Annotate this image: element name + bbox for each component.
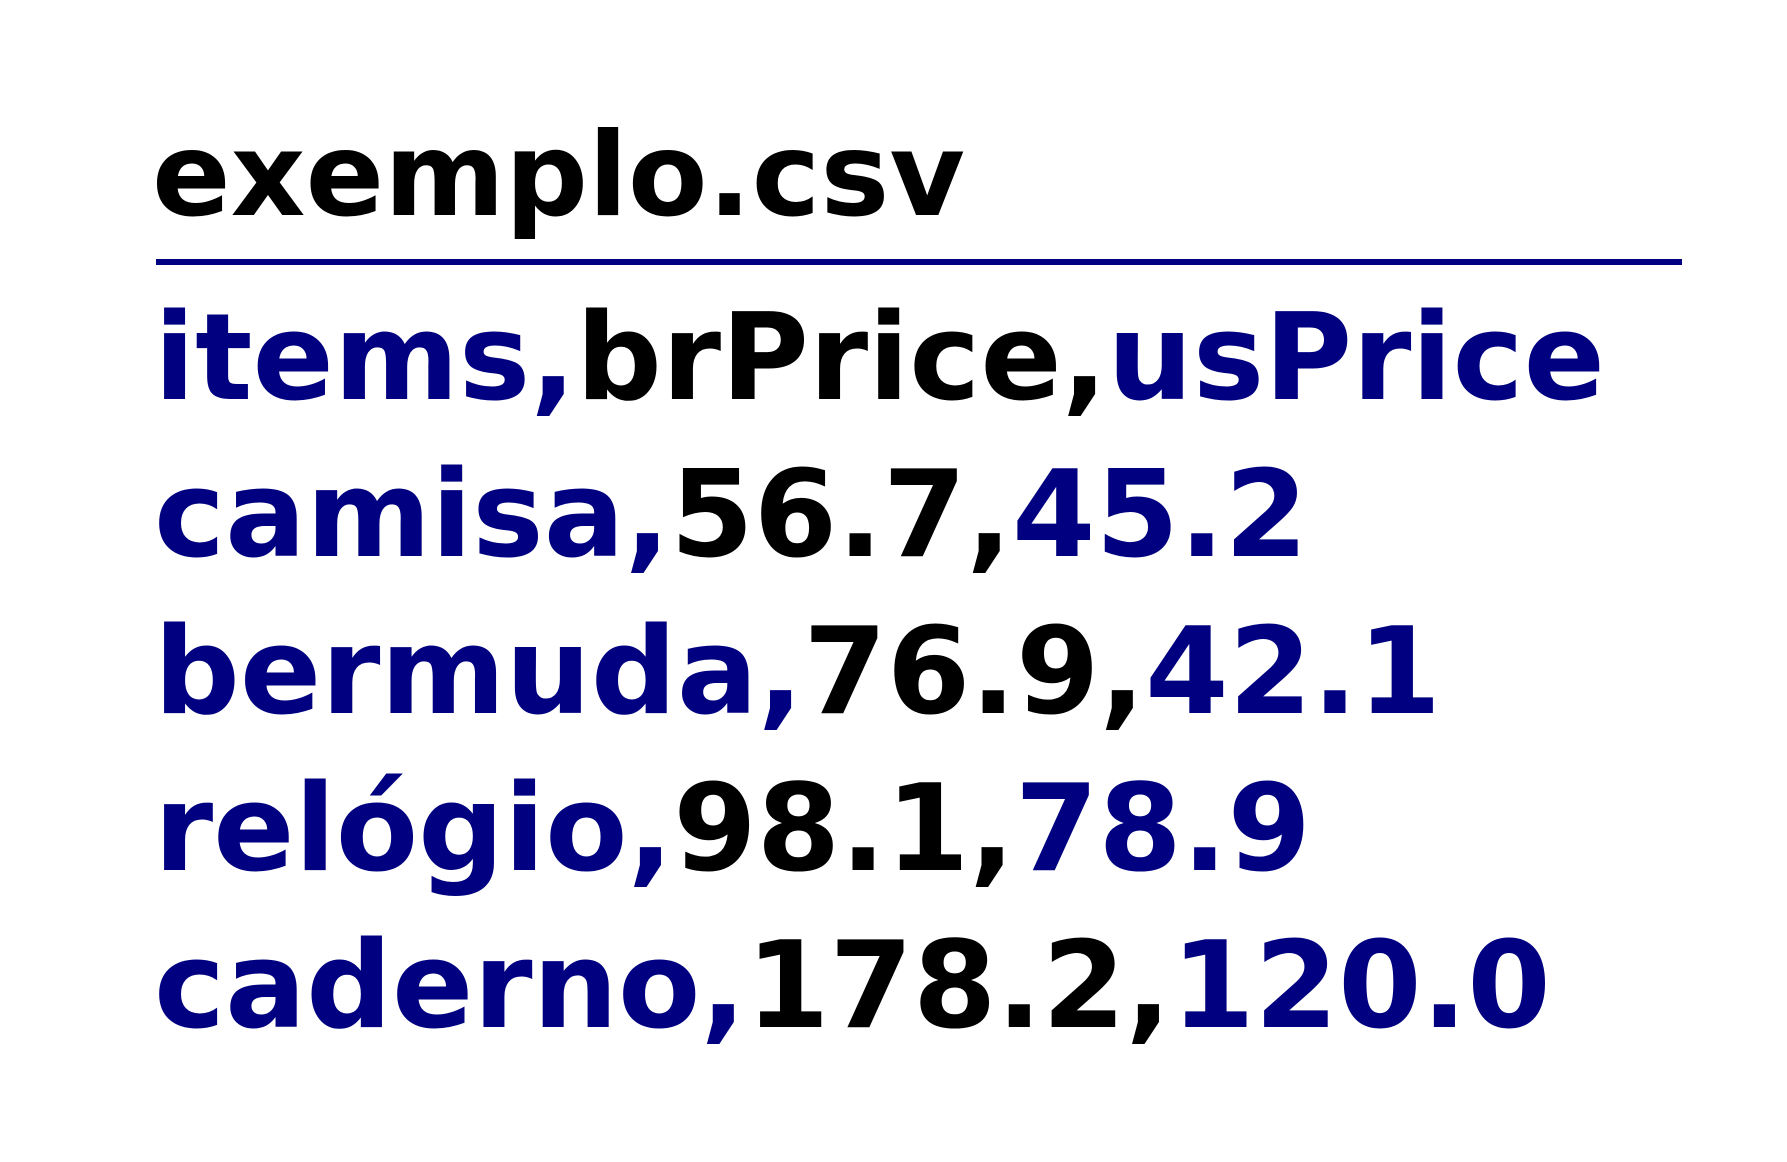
csv-row: items,brPrice,usPrice <box>154 280 1605 437</box>
csv-cell: 98.1, <box>673 760 1015 899</box>
csv-cell: 120.0 <box>1171 917 1551 1056</box>
csv-cell: camisa, <box>154 446 671 585</box>
csv-cell: items, <box>154 289 576 428</box>
csv-cell: 56.7, <box>670 446 1012 585</box>
csv-cell: 45.2 <box>1011 446 1309 585</box>
csv-cell: 78.9 <box>1014 760 1311 899</box>
csv-cell: bermuda, <box>154 603 804 742</box>
file-title: exemplo.csv <box>152 108 966 243</box>
csv-cell: usPrice <box>1107 289 1606 428</box>
csv-cell: 42.1 <box>1145 603 1442 742</box>
csv-cell: 76.9, <box>803 603 1146 742</box>
csv-document: exemplo.csv items,brPrice,usPrice camisa… <box>152 108 1682 1056</box>
csv-cell: relógio, <box>154 760 674 899</box>
title-divider <box>156 259 1682 265</box>
csv-cell: 178.2, <box>746 917 1172 1056</box>
csv-rows: items,brPrice,usPrice camisa,56.7,45.2 b… <box>154 280 1605 1065</box>
csv-row: relógio,98.1,78.9 <box>154 751 1605 908</box>
csv-row: caderno,178.2,120.0 <box>154 908 1605 1065</box>
csv-row: camisa,56.7,45.2 <box>154 437 1605 594</box>
csv-cell: caderno, <box>154 917 747 1056</box>
csv-cell: brPrice, <box>575 289 1108 428</box>
csv-row: bermuda,76.9,42.1 <box>154 594 1605 751</box>
